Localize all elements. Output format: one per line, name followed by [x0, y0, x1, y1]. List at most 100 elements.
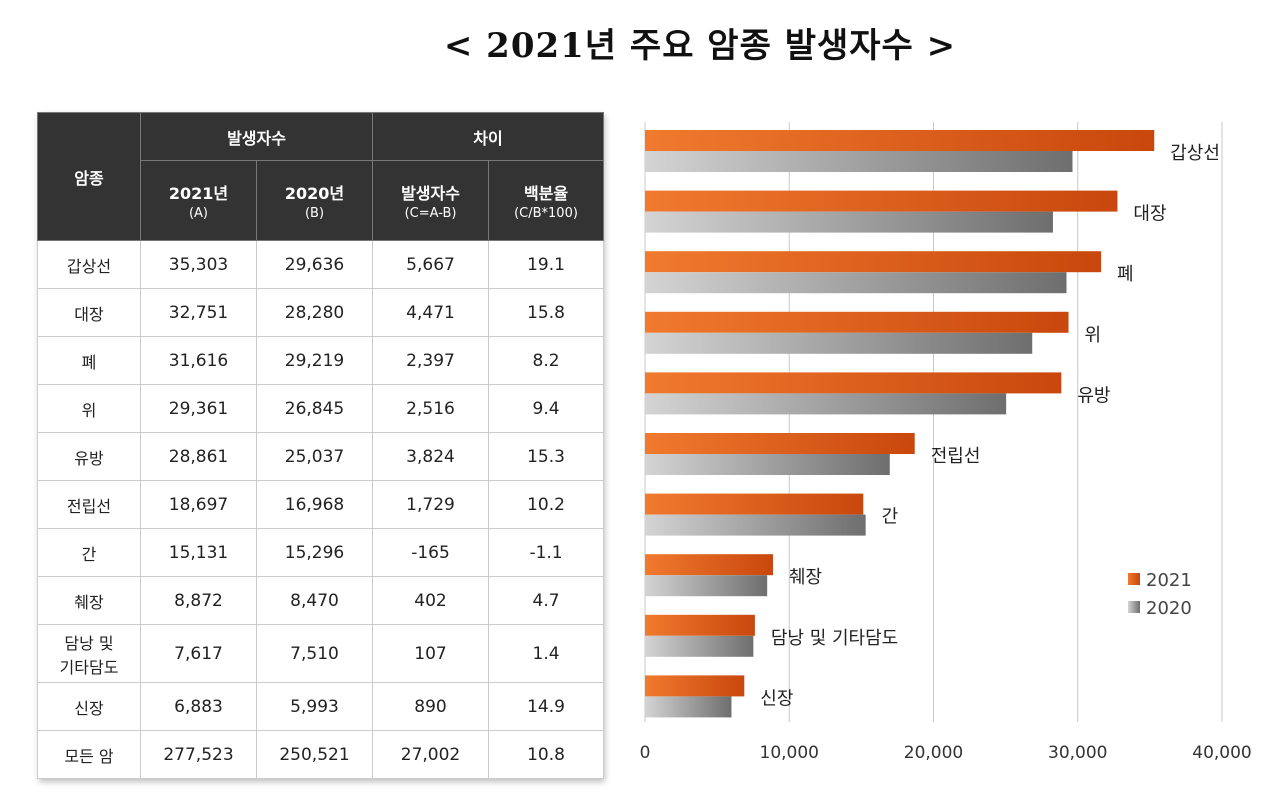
cell-cancer-type: 갑상선 — [37, 240, 141, 289]
table-row: 담낭 및 기타담도 7,617 7,510 107 1.4 — [37, 624, 605, 683]
bar-2021 — [645, 251, 1102, 273]
incidence-table-container: 암종 발생자수 차이 2021년 (A) 2020년 (B) 발생자수 (C=A-B)… — [37, 112, 605, 779]
category-label: 폐 — [1117, 264, 1134, 285]
header-incidence-group: 발생자수 — [139, 112, 374, 161]
page-title: < 2021년 주요 암종 발생자수 > — [443, 26, 957, 66]
cell-count-2020: 29,636 — [255, 240, 374, 289]
cell-pct-diff: 14.9 — [488, 682, 605, 731]
cell-pct-diff: 10.2 — [488, 480, 605, 529]
x-tick-label: 40,000 — [1192, 743, 1251, 763]
cell-count-2021: 8,872 — [140, 576, 257, 625]
table-body: 갑상선 35,303 29,636 5,667 19.1 대장 32,751 28,280 4,… — [37, 240, 605, 779]
cell-count-2020: 15,296 — [255, 528, 374, 577]
bar-2020 — [645, 272, 1067, 294]
cell-count-diff: 27,002 — [372, 730, 490, 779]
bar-2021 — [645, 675, 745, 697]
cell-count-2020: 250,521 — [255, 730, 374, 779]
bar-2021 — [645, 433, 915, 454]
table-row: 유방 28,861 25,037 3,824 15.3 — [37, 432, 605, 481]
cell-count-diff: 4,471 — [372, 288, 490, 337]
cell-count-2020: 28,280 — [255, 288, 374, 337]
table-row: 간 15,131 15,296 -165 -1.1 — [37, 528, 605, 577]
bar-2020 — [645, 696, 732, 718]
cell-pct-diff: 10.8 — [488, 730, 605, 779]
bar-2021 — [645, 190, 1118, 212]
bar-2020 — [645, 635, 754, 657]
x-tick-label: 0 — [640, 743, 651, 763]
cell-count-2020: 7,510 — [255, 624, 374, 683]
cell-pct-diff: 15.3 — [488, 432, 605, 481]
cell-count-diff: 107 — [372, 624, 490, 683]
header-pct: 백분율 (C/B*100) — [488, 160, 605, 241]
cell-cancer-type: 모든 암 — [37, 730, 141, 779]
incidence-table: 암종 발생자수 차이 2021년 (A) 2020년 (B) 발생자수 (C=A-B)… — [37, 112, 605, 779]
legend-swatch-2020 — [1128, 601, 1140, 613]
bar-2020 — [645, 151, 1073, 172]
cell-cancer-type: 유방 — [37, 432, 141, 481]
cell-count-diff: 3,824 — [372, 432, 490, 481]
table-row: 갑상선 35,303 29,636 5,667 19.1 — [37, 240, 605, 289]
bar-2021 — [645, 311, 1069, 333]
category-label: 담낭 및 기타담도 — [771, 628, 898, 649]
category-label: 간 — [882, 507, 899, 528]
bar-2020 — [645, 211, 1053, 233]
bar-2021 — [645, 554, 773, 576]
cell-count-2021: 18,697 — [140, 480, 257, 529]
header-2020: 2020년 (B) — [255, 160, 374, 241]
cell-count-2020: 16,968 — [255, 480, 374, 529]
x-tick-label: 30,000 — [1048, 743, 1107, 763]
header-diff: 발생자수 (C=A-B) — [372, 160, 490, 241]
cell-count-diff: 890 — [372, 682, 490, 731]
cell-count-2021: 277,523 — [140, 730, 257, 779]
category-label: 췌장 — [789, 567, 822, 588]
header-difference-group: 차이 — [372, 112, 605, 161]
category-label: 위 — [1085, 325, 1102, 346]
cell-count-diff: 1,729 — [372, 480, 490, 529]
bar-2020 — [645, 393, 1007, 415]
header-2020-label: 2020년 — [284, 184, 345, 203]
table-row: 대장 32,751 28,280 4,471 15.8 — [37, 288, 605, 337]
cell-pct-diff: 1.4 — [488, 624, 605, 683]
category-label: 전립선 — [931, 446, 981, 467]
bar-2020 — [645, 514, 866, 536]
header-diff-label: 발생자수 — [401, 184, 460, 203]
legend-label-2021: 2021 — [1146, 570, 1192, 591]
header-pct-sub: (C/B*100) — [514, 206, 578, 221]
cell-pct-diff: 15.8 — [488, 288, 605, 337]
bar-2021 — [645, 130, 1155, 151]
header-2021: 2021년 (A) — [140, 160, 257, 241]
header-pct-label: 백분율 — [523, 184, 569, 203]
cell-count-2021: 31,616 — [140, 336, 257, 385]
bar-2020 — [645, 454, 890, 475]
x-tick-label: 20,000 — [904, 743, 963, 763]
cell-count-2021: 35,303 — [140, 240, 257, 289]
cell-count-diff: 5,667 — [372, 240, 490, 289]
cell-cancer-type: 췌장 — [37, 576, 141, 625]
header-2021-sub: (A) — [188, 206, 209, 221]
cell-pct-diff: 4.7 — [488, 576, 605, 625]
cell-count-2020: 29,219 — [255, 336, 374, 385]
cell-cancer-type: 신장 — [37, 682, 141, 731]
legend-label-2020: 2020 — [1146, 598, 1192, 619]
x-tick-label: 10,000 — [760, 743, 819, 763]
header-2020-sub: (B) — [304, 206, 325, 221]
cell-count-2021: 15,131 — [140, 528, 257, 577]
category-label: 갑상선 — [1170, 143, 1220, 164]
table-row: 모든 암 277,523 250,521 27,002 10.8 — [37, 730, 605, 779]
cell-count-diff: -165 — [372, 528, 490, 577]
table-row: 위 29,361 26,845 2,516 9.4 — [37, 384, 605, 433]
table-row: 전립선 18,697 16,968 1,729 10.2 — [37, 480, 605, 529]
table-row: 췌장 8,872 8,470 402 4.7 — [37, 576, 605, 625]
cell-cancer-type: 폐 — [37, 336, 141, 385]
bar-2021 — [645, 493, 864, 515]
legend-swatch-2021 — [1128, 573, 1140, 585]
bar-2021 — [645, 372, 1062, 394]
category-label: 대장 — [1133, 204, 1166, 225]
cell-count-diff: 2,516 — [372, 384, 490, 433]
cell-pct-diff: 8.2 — [488, 336, 605, 385]
bar-2021 — [645, 614, 755, 636]
header-2021-label: 2021년 — [168, 184, 229, 203]
header-diff-sub: (C=A-B) — [404, 206, 457, 221]
category-label: 유방 — [1077, 385, 1110, 406]
